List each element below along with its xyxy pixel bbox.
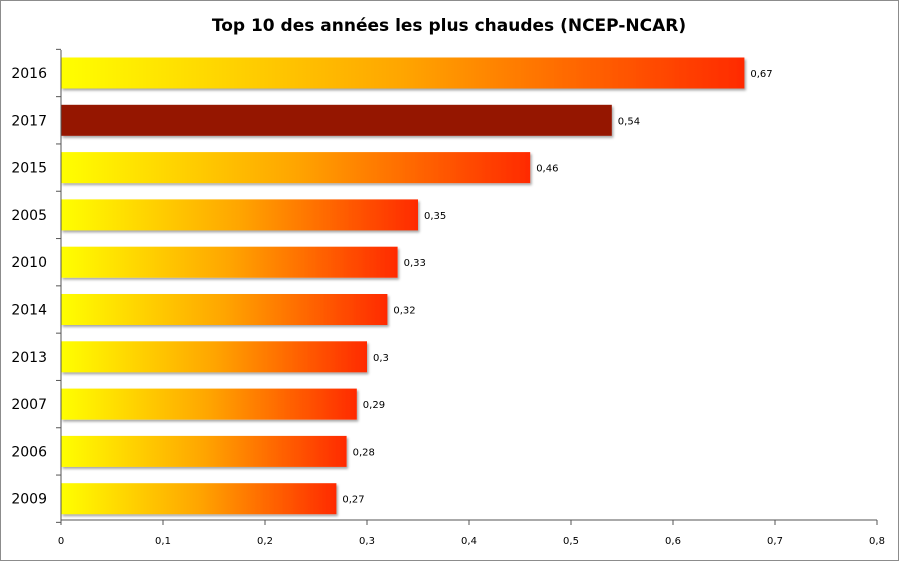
data-label-2013: 0,3 — [373, 353, 389, 364]
data-label-2015: 0,46 — [536, 164, 558, 175]
data-label-2014: 0,32 — [393, 306, 415, 317]
category-label-2013: 2013 — [11, 350, 47, 366]
bar-2017 — [61, 104, 612, 136]
data-label-2017: 0,54 — [618, 116, 640, 127]
x-tick-label: 0,3 — [359, 536, 375, 547]
category-label-2005: 2005 — [11, 208, 47, 224]
category-label-2017: 2017 — [11, 113, 47, 129]
axes-group: 0 0,1 0,2 0,3 0,4 0,5 0,6 0,7 0,8 — [56, 48, 885, 547]
bar-2006 — [61, 435, 347, 467]
category-label-2016: 2016 — [11, 66, 47, 82]
x-tick-label: 0,5 — [563, 536, 579, 547]
x-tick-label: 0,8 — [869, 536, 885, 547]
data-label-2009: 0,27 — [342, 495, 364, 506]
category-label-2007: 2007 — [11, 397, 47, 413]
x-tick-label: 0,1 — [155, 536, 171, 547]
x-tick-label: 0,4 — [461, 536, 477, 547]
data-label-2006: 0,28 — [353, 447, 375, 458]
bar-2005 — [61, 199, 418, 231]
bar-2013 — [61, 341, 367, 373]
bar-2009 — [61, 483, 337, 515]
x-tick-label: 0,6 — [665, 536, 681, 547]
category-label-2010: 2010 — [11, 255, 47, 271]
data-label-2005: 0,35 — [424, 211, 446, 222]
bar-2016 — [61, 57, 745, 89]
data-label-2010: 0,33 — [404, 258, 426, 269]
data-label-2007: 0,29 — [363, 400, 385, 411]
bar-2007 — [61, 388, 357, 420]
bar-2014 — [61, 294, 388, 325]
chart-title: Top 10 des années les plus chaudes (NCEP… — [212, 16, 686, 36]
category-label-2014: 2014 — [11, 303, 47, 319]
data-label-2016: 0,67 — [750, 69, 772, 80]
bar-2010 — [61, 246, 398, 278]
category-label-2015: 2015 — [11, 161, 47, 177]
x-tick-label: 0,7 — [767, 536, 783, 547]
x-tick-label: 0 — [58, 536, 64, 547]
bar-2015 — [61, 152, 531, 184]
category-label-2009: 2009 — [11, 492, 47, 508]
bars-group: 2016 0,67 2017 0,54 2015 0,46 2005 0,35 2010 0,33… — [11, 57, 773, 515]
category-label-2006: 2006 — [11, 444, 47, 460]
x-tick-label: 0,2 — [257, 536, 273, 547]
